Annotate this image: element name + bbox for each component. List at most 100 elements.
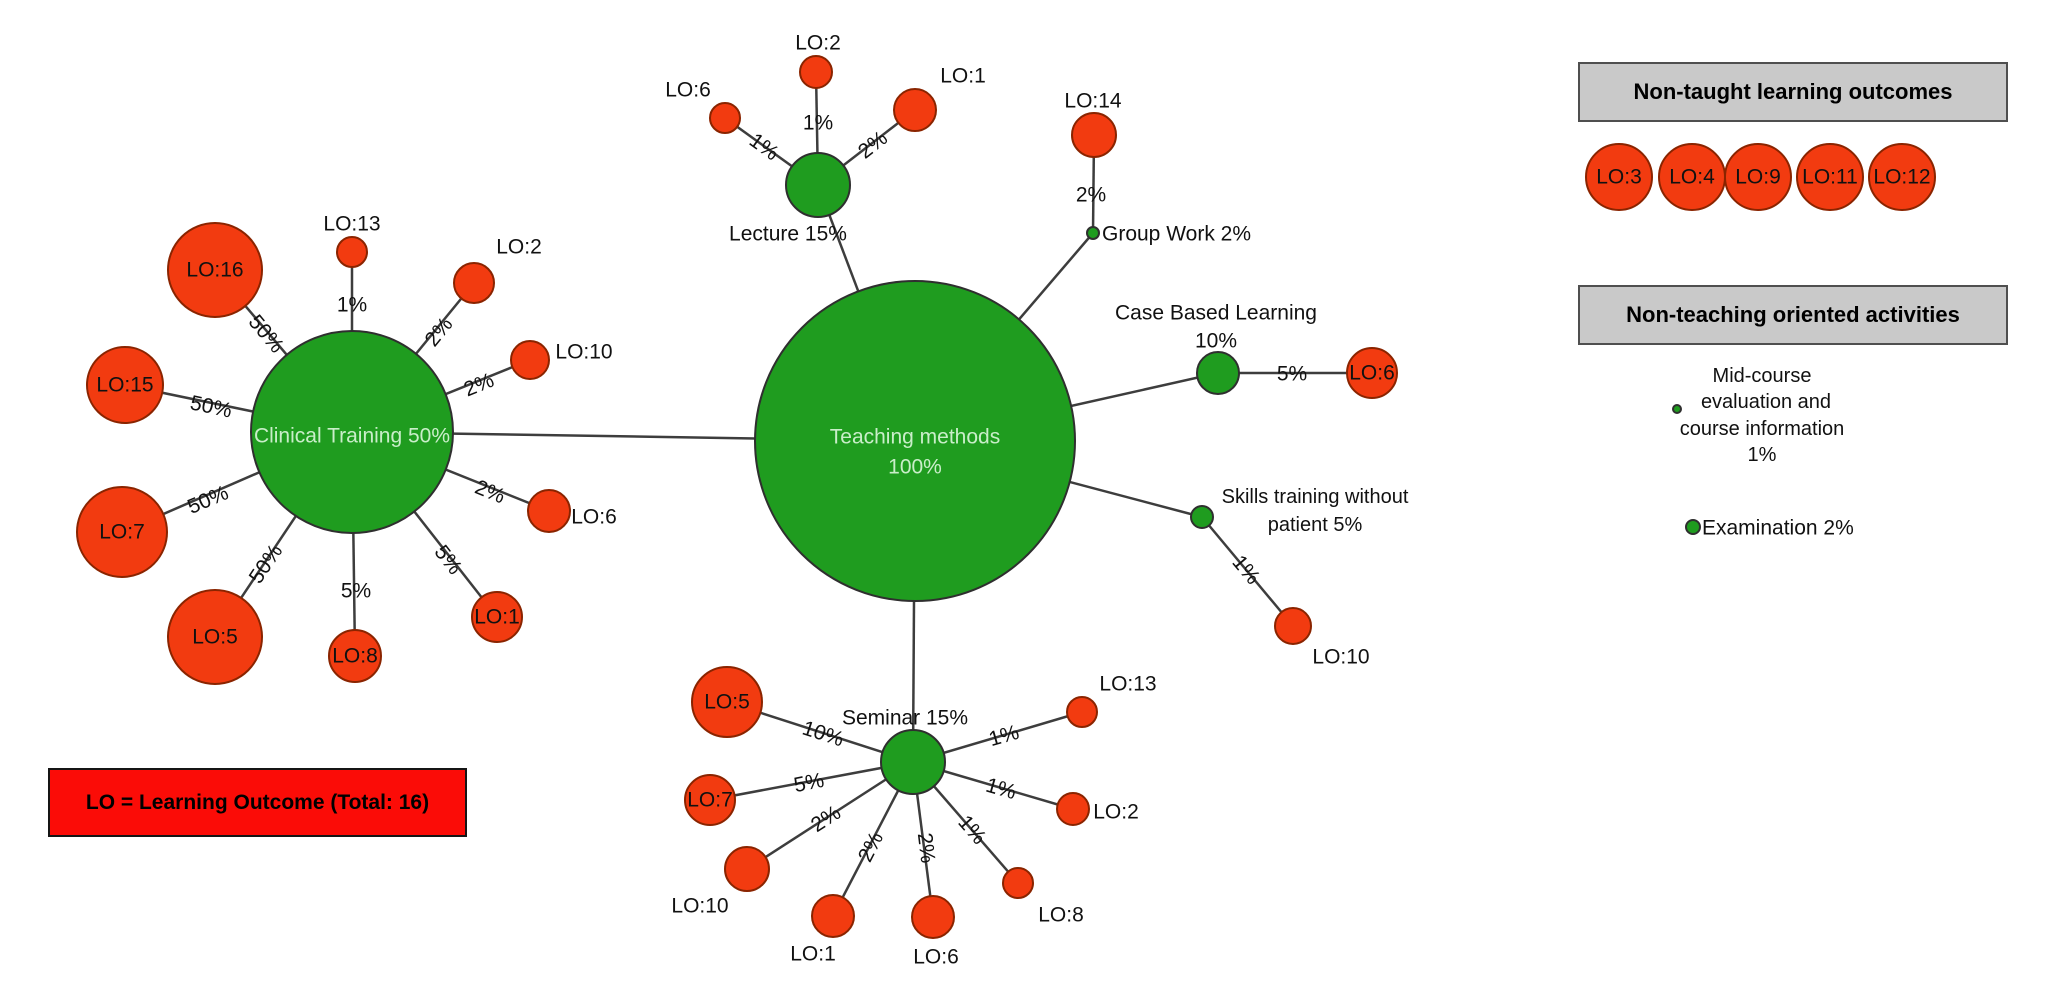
examination-dot-circle	[1685, 519, 1701, 535]
edge-label-clinical-training-to-clinical-lo10: 2%	[461, 369, 498, 402]
clinical-lo8-circle	[328, 629, 382, 683]
learning-outcome-legend-box: LO = Learning Outcome (Total: 16)	[48, 768, 467, 837]
edge-label-seminar-to-seminar-lo5: 10%	[799, 717, 846, 752]
midcourse-line3: course information	[1680, 418, 1845, 440]
examination-label: Examination 2%	[1702, 517, 1854, 540]
clinical-lo10-label: LO:10	[555, 341, 612, 364]
edge-label-clinical-training-to-clinical-lo8: 5%	[341, 580, 371, 603]
seminar-lo10-label: LO:10	[671, 895, 728, 918]
lecture-lo1-circle	[893, 88, 937, 132]
nontaught-lo9-label: LO:9	[1735, 166, 1781, 189]
lecture-lo6-label: LO:6	[665, 79, 711, 102]
group-work-title: Group Work 2%	[1102, 223, 1251, 246]
nodes-layer	[76, 55, 1936, 939]
nontaught-lo12-label: LO:12	[1873, 166, 1930, 189]
midcourse-line2: evaluation and	[1701, 391, 1831, 413]
nontaught-lo12-circle	[1868, 143, 1936, 211]
lecture-lo1-label: LO:1	[940, 65, 986, 88]
edge-label-case-based-learning-to-cbl-lo6: 5%	[1277, 363, 1307, 386]
seminar-lo5-circle	[691, 666, 763, 738]
edge-label-clinical-training-to-clinical-lo5: 50%	[245, 540, 288, 588]
teaching-methods-title: Teaching methods	[830, 426, 1000, 449]
clinical-lo1-circle	[471, 591, 523, 643]
midcourse-line1: Mid-course	[1713, 365, 1812, 387]
clinical-lo10-circle	[510, 340, 550, 380]
skills-title-line1: Skills training without	[1222, 486, 1409, 508]
skills-title-line2: patient 5%	[1268, 514, 1363, 536]
lecture-circle	[785, 152, 851, 218]
lecture-lo6-circle	[709, 102, 741, 134]
seminar-lo5-label: LO:5	[704, 691, 750, 714]
skills-lo10-circle	[1274, 607, 1312, 645]
seminar-lo1-label: LO:1	[790, 943, 836, 966]
clinical-lo16-circle	[167, 222, 263, 318]
seminar-circle	[880, 729, 946, 795]
edge-label-seminar-to-seminar-lo1: 2%	[854, 828, 888, 865]
non-taught-learning-outcomes-header: Non-taught learning outcomes	[1578, 62, 2008, 122]
teaching-methods-circle	[754, 280, 1076, 602]
lecture-lo2-label: LO:2	[795, 32, 841, 55]
non-teaching-oriented-activities-header: Non-teaching oriented activities	[1578, 285, 2008, 345]
clinical-lo8-label: LO:8	[332, 645, 378, 668]
edge-label-seminar-to-seminar-lo2: 1%	[983, 774, 1019, 804]
seminar-lo2-circle	[1056, 792, 1090, 826]
seminar-lo10-circle	[724, 846, 770, 892]
edge-label-seminar-to-seminar-lo10: 2%	[807, 801, 845, 837]
clinical-lo5-circle	[167, 589, 263, 685]
cbl-lo6-circle	[1346, 347, 1398, 399]
edge-label-seminar-to-seminar-lo13: 1%	[986, 721, 1022, 751]
seminar-lo1-circle	[811, 894, 855, 938]
seminar-lo6-circle	[911, 895, 955, 939]
case-based-learning-circle	[1196, 351, 1240, 395]
edge-label-clinical-training-to-clinical-lo7: 50%	[184, 481, 232, 519]
seminar-lo6-label: LO:6	[913, 946, 959, 969]
groupwork-lo14-circle	[1071, 112, 1117, 158]
nontaught-lo11-circle	[1796, 143, 1864, 211]
clinical-training-title: Clinical Training 50%	[254, 425, 450, 448]
lecture-lo2-circle	[799, 55, 833, 89]
nontaught-lo4-label: LO:4	[1669, 166, 1715, 189]
edge-seminar-to-seminar-lo7	[709, 760, 914, 802]
edge-label-lecture-to-lecture-lo6: 1%	[745, 129, 783, 165]
midcourse-line4: 1%	[1748, 444, 1777, 466]
cbl-lo6-label: LO:6	[1349, 362, 1395, 385]
lecture-title: Lecture 15%	[729, 223, 847, 246]
edge-label-seminar-to-seminar-lo6: 2%	[913, 832, 940, 865]
seminar-lo2-label: LO:2	[1093, 801, 1139, 824]
legend-label: LO = Learning Outcome (Total: 16)	[85, 790, 430, 814]
nontaught-lo9-circle	[1724, 143, 1792, 211]
groupwork-lo14-label: LO:14	[1064, 90, 1122, 113]
clinical-lo2-label: LO:2	[496, 236, 542, 259]
nontaught-lo3-label: LO:3	[1596, 166, 1642, 189]
teaching-methods-pct: 100%	[888, 456, 942, 479]
seminar-title: Seminar 15%	[842, 707, 968, 730]
clinical-training-circle	[250, 330, 454, 534]
non-taught-header-label: Non-taught learning outcomes	[1633, 79, 1953, 104]
edge-label-clinical-training-to-clinical-lo13: 1%	[337, 294, 367, 317]
clinical-lo16-label: LO:16	[186, 259, 243, 282]
seminar-lo8-label: LO:8	[1038, 904, 1084, 927]
skills-training-circle	[1190, 505, 1214, 529]
midcourse-dot-circle	[1672, 404, 1682, 414]
cbl-title-line1: Case Based Learning	[1115, 302, 1317, 325]
nontaught-lo3-circle	[1585, 143, 1653, 211]
seminar-lo8-circle	[1002, 867, 1034, 899]
edge-label-group-work-to-groupwork-lo14: 2%	[1076, 184, 1106, 207]
cbl-title-line2: 10%	[1195, 330, 1237, 353]
skills-lo10-label: LO:10	[1312, 646, 1369, 669]
nontaught-lo11-label: LO:11	[1802, 166, 1858, 189]
group-work-circle	[1086, 226, 1100, 240]
clinical-lo7-circle	[76, 486, 168, 578]
edge-label-clinical-training-to-clinical-lo6: 2%	[472, 476, 509, 509]
clinical-lo1-label: LO:1	[474, 606, 520, 629]
edge-label-skills-training-to-skills-lo10: 1%	[1227, 551, 1264, 589]
edge-label-clinical-training-to-clinical-lo1: 5%	[430, 541, 467, 579]
edge-skills-training-to-skills-lo10	[1201, 516, 1294, 627]
clinical-lo6-circle	[527, 489, 571, 533]
clinical-lo5-label: LO:5	[192, 626, 238, 649]
non-teaching-header-label: Non-teaching oriented activities	[1626, 302, 1960, 327]
seminar-lo13-label: LO:13	[1099, 673, 1156, 696]
seminar-lo7-label: LO:7	[687, 789, 733, 812]
clinical-lo13-circle	[336, 236, 368, 268]
